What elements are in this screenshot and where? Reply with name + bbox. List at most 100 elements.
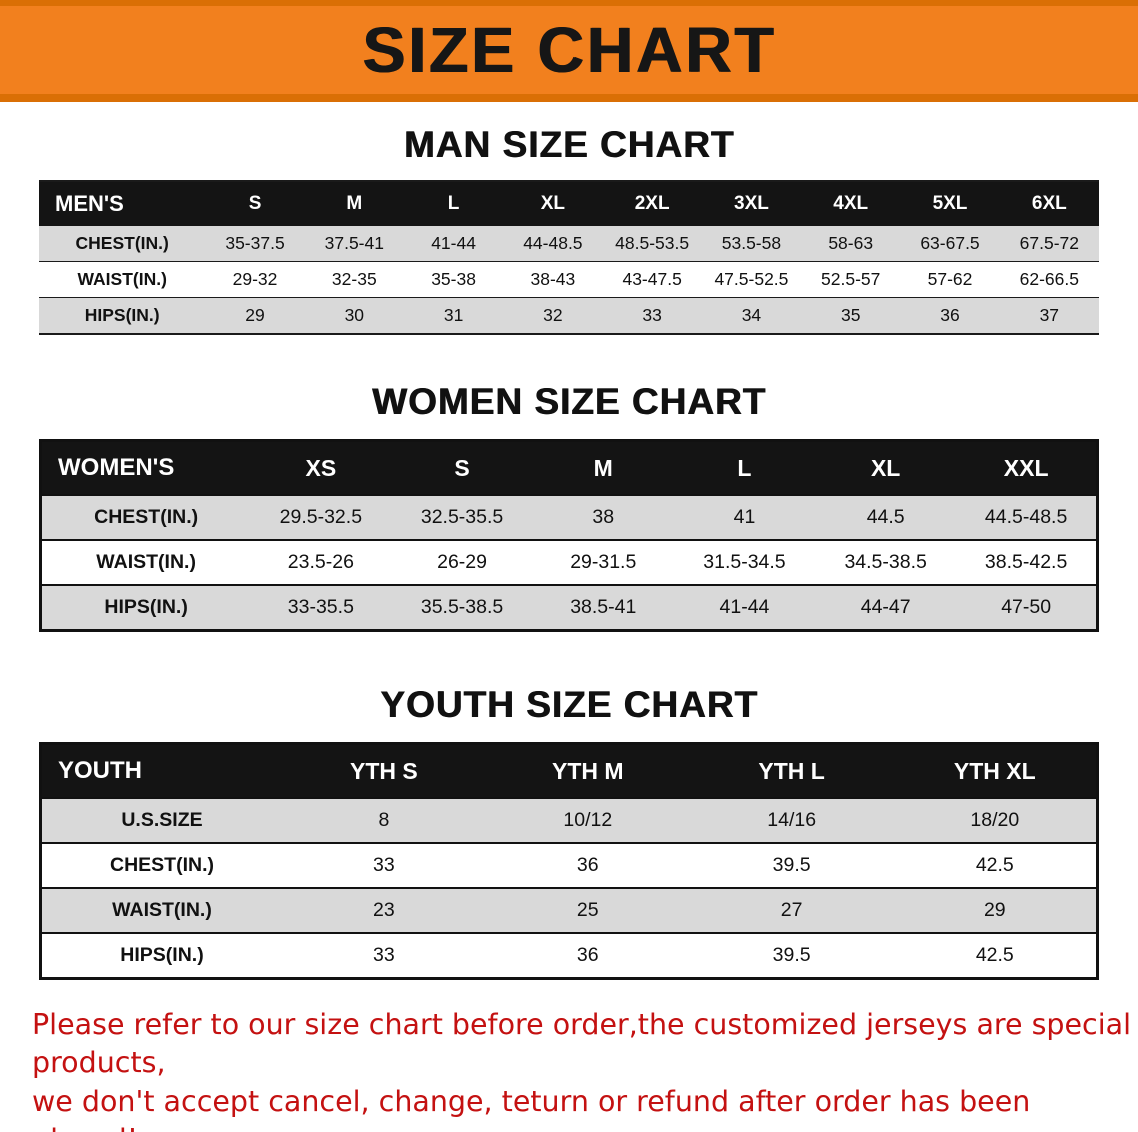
size-value-cell: 39.5	[772, 944, 811, 966]
size-value-cell: 63-67.5	[920, 233, 980, 253]
size-value-cell: 39.5	[772, 854, 811, 876]
page-title: SIZE CHART	[362, 14, 776, 86]
size-column-header: S	[205, 181, 305, 226]
table-row: CHEST(IN.) 29.5-32.5 32.5-35.5 38 41 44.5 44.5…	[40, 495, 1098, 540]
size-value-cell: 34.5-38.5	[844, 551, 927, 573]
size-value-cell: 42.5	[975, 854, 1014, 876]
size-value-cell: 33	[373, 944, 395, 966]
size-column-header: XL	[503, 181, 603, 226]
notice-line-2: we don't accept cancel, change, teturn o…	[32, 1084, 1031, 1132]
notice-line-1: Please refer to our size chart before or…	[32, 1008, 1132, 1080]
table-title-cell: YOUTH	[40, 743, 282, 798]
size-value-cell: 53.5-58	[721, 233, 782, 253]
table-row: WAIST(IN.) 29-32 32-35 35-38 38-43 43-47.5 47.…	[39, 261, 1099, 298]
measurement-row-label: HIPS(IN.)	[84, 305, 160, 325]
size-value-cell: 10/12	[563, 809, 613, 831]
size-value-cell: 41-44	[719, 596, 770, 618]
size-value-cell: 32	[543, 305, 563, 325]
size-column-header: XL	[815, 440, 957, 495]
size-value-cell: 26-29	[437, 551, 487, 573]
measurement-row-label: WAIST(IN.)	[96, 551, 196, 573]
measurement-row-label: CHEST(IN.)	[109, 854, 214, 876]
size-value-cell: 29-32	[232, 269, 278, 289]
table-row: HIPS(IN.) 33 36 39.5 42.5	[40, 933, 1098, 979]
footer-notice: Please refer to our size chart before or…	[32, 1006, 1138, 1132]
size-value-cell: 38-43	[530, 269, 576, 289]
size-value-cell: 48.5-53.5	[615, 233, 690, 253]
size-value-cell: 18/20	[970, 809, 1020, 831]
size-value-cell: 41-44	[431, 233, 476, 253]
size-value-cell: 23.5-26	[287, 551, 354, 573]
size-column-header: XXL	[956, 440, 1098, 495]
measurement-row-label: WAIST(IN.)	[77, 269, 167, 289]
size-value-cell: 52.5-57	[821, 269, 881, 289]
size-value-cell: 30	[344, 305, 365, 325]
youth-size-table: YOUTH YTH S YTH M YTH L YTH XL U.S.SIZE 8 10/12…	[39, 742, 1099, 980]
men-chart-heading: MAN SIZE CHART	[403, 124, 735, 165]
women-chart-heading: WOMEN SIZE CHART	[371, 381, 767, 422]
size-value-cell: 44-47	[860, 596, 911, 618]
size-value-cell: 29.5-32.5	[279, 506, 363, 528]
size-value-cell: 58-63	[828, 233, 874, 253]
size-value-cell: 33	[373, 854, 395, 876]
size-value-cell: 34	[741, 305, 762, 325]
size-value-cell: 8	[378, 809, 390, 831]
size-column-header: YTH S	[281, 743, 486, 798]
size-value-cell: 35-37.5	[225, 233, 285, 253]
size-value-cell: 67.5-72	[1019, 233, 1079, 253]
measurement-row-label: WAIST(IN.)	[112, 899, 212, 921]
size-column-header: YTH L	[689, 743, 894, 798]
table-title-cell: MEN'S	[39, 181, 206, 226]
size-column-header: S	[391, 440, 533, 495]
banner: SIZE CHART	[0, 0, 1138, 102]
table-row: HIPS(IN.) 29 30 31 32 33 34 35 36 37	[39, 297, 1099, 334]
table-row: WAIST(IN.) 23 25 27 29	[40, 888, 1098, 933]
size-value-cell: 37	[1039, 305, 1060, 325]
size-column-header: M	[532, 440, 674, 495]
size-value-cell: 47-50	[1001, 596, 1052, 618]
size-value-cell: 32-35	[331, 269, 377, 289]
size-value-cell: 23	[373, 899, 395, 921]
size-value-cell: 27	[780, 899, 803, 921]
size-value-cell: 44.5-48.5	[984, 506, 1068, 528]
size-value-cell: 41	[733, 506, 756, 528]
size-value-cell: 44.5	[866, 506, 905, 528]
measurement-row-label: CHEST(IN.)	[75, 233, 169, 253]
size-value-cell: 31.5-34.5	[703, 551, 786, 573]
size-column-header: YTH M	[485, 743, 690, 798]
size-value-cell: 44-48.5	[523, 233, 583, 253]
size-column-header: XS	[250, 440, 392, 495]
size-column-header: YTH XL	[893, 743, 1098, 798]
size-value-cell: 31	[443, 305, 464, 325]
measurement-row-label: HIPS(IN.)	[120, 944, 204, 966]
size-column-header: L	[673, 440, 816, 495]
header-row: WOMEN'S XS S M L XL XXL	[40, 440, 1098, 495]
size-value-cell: 36	[576, 944, 599, 966]
size-column-header: 5XL	[900, 181, 1000, 226]
table-title-cell: WOMEN'S	[40, 440, 251, 495]
size-column-header: 2XL	[602, 181, 702, 226]
youth-chart-heading: YOUTH SIZE CHART	[380, 684, 758, 725]
women-size-table: WOMEN'S XS S M L XL XXL CHEST(IN.) 29.5-32.5 32.5…	[39, 439, 1099, 632]
table-row: WAIST(IN.) 23.5-26 26-29 29-31.5 31.5-34.5 34…	[40, 540, 1098, 585]
size-value-cell: 25	[576, 899, 599, 921]
size-value-cell: 62-66.5	[1019, 269, 1079, 289]
measurement-row-label: HIPS(IN.)	[104, 596, 188, 618]
size-value-cell: 32.5-35.5	[420, 506, 504, 528]
size-value-cell: 37.5-41	[324, 233, 384, 253]
size-value-cell: 36	[576, 854, 599, 876]
size-value-cell: 36	[940, 305, 960, 325]
men-size-table: MEN'S S M L XL 2XL 3XL 4XL 5XL 6XL CHEST(IN.) 35-37…	[39, 180, 1099, 335]
size-column-header: 3XL	[701, 181, 802, 226]
size-value-cell: 38.5-41	[570, 596, 637, 618]
size-column-header: L	[403, 181, 504, 226]
size-value-cell: 35	[840, 305, 861, 325]
size-value-cell: 14/16	[767, 809, 817, 831]
size-value-cell: 38.5-42.5	[984, 551, 1068, 573]
size-column-header: 4XL	[801, 181, 901, 226]
size-value-cell: 29-31.5	[570, 551, 637, 573]
table-row: CHEST(IN.) 33 36 39.5 42.5	[40, 843, 1098, 888]
size-value-cell: 35-38	[431, 269, 476, 289]
size-value-cell: 35.5-38.5	[420, 596, 504, 618]
